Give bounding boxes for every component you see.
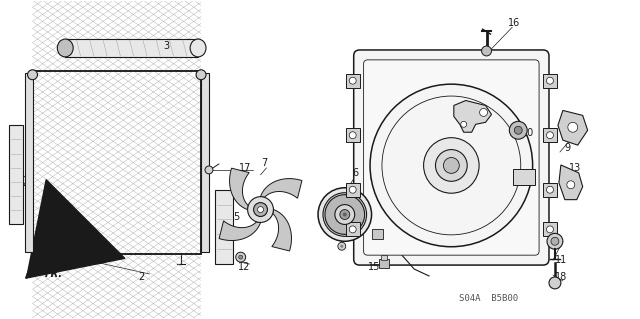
Text: S04A  B5B00: S04A B5B00 bbox=[459, 294, 518, 303]
Text: 11: 11 bbox=[555, 255, 567, 265]
Bar bbox=[346, 183, 360, 197]
Bar bbox=[346, 128, 360, 142]
Circle shape bbox=[551, 237, 559, 245]
Bar bbox=[33, 71, 201, 254]
Bar bbox=[543, 128, 557, 142]
Circle shape bbox=[349, 77, 356, 84]
Circle shape bbox=[349, 226, 356, 233]
Text: 3: 3 bbox=[163, 41, 170, 51]
Circle shape bbox=[481, 46, 492, 56]
Circle shape bbox=[444, 158, 460, 174]
Circle shape bbox=[349, 132, 356, 139]
Bar bbox=[372, 229, 383, 239]
FancyBboxPatch shape bbox=[354, 50, 549, 265]
Circle shape bbox=[196, 70, 206, 80]
Polygon shape bbox=[559, 165, 582, 200]
Bar bbox=[33, 71, 201, 254]
Text: 4: 4 bbox=[22, 180, 29, 190]
Bar bbox=[201, 73, 209, 252]
Bar bbox=[513, 169, 535, 185]
Polygon shape bbox=[454, 100, 492, 132]
Circle shape bbox=[547, 132, 554, 139]
Polygon shape bbox=[558, 110, 588, 145]
Polygon shape bbox=[230, 168, 249, 210]
FancyBboxPatch shape bbox=[364, 60, 539, 255]
Circle shape bbox=[340, 245, 343, 248]
Circle shape bbox=[547, 186, 554, 193]
Text: 13: 13 bbox=[568, 163, 581, 173]
Circle shape bbox=[343, 212, 347, 217]
Circle shape bbox=[549, 277, 561, 289]
Polygon shape bbox=[260, 179, 302, 198]
Text: 18: 18 bbox=[555, 272, 567, 282]
Circle shape bbox=[248, 197, 273, 222]
Circle shape bbox=[318, 188, 372, 241]
Circle shape bbox=[568, 122, 578, 132]
Bar bbox=[380, 259, 389, 268]
Circle shape bbox=[323, 193, 367, 236]
Text: 7: 7 bbox=[261, 158, 268, 168]
Text: FR.: FR. bbox=[44, 269, 63, 279]
Circle shape bbox=[547, 234, 563, 249]
Bar bbox=[543, 183, 557, 197]
Bar bbox=[215, 190, 233, 264]
Text: 10: 10 bbox=[522, 128, 534, 138]
Circle shape bbox=[257, 207, 264, 212]
Bar bbox=[543, 74, 557, 88]
Circle shape bbox=[382, 96, 521, 235]
Text: 1: 1 bbox=[455, 99, 461, 108]
Bar bbox=[65, 39, 198, 57]
Circle shape bbox=[370, 84, 532, 247]
Text: 15: 15 bbox=[369, 262, 381, 272]
Text: 9: 9 bbox=[564, 143, 571, 153]
Circle shape bbox=[479, 108, 488, 116]
Circle shape bbox=[435, 150, 467, 181]
Text: 17: 17 bbox=[239, 163, 251, 173]
Text: 5: 5 bbox=[234, 212, 240, 222]
Text: 2: 2 bbox=[138, 272, 145, 282]
Circle shape bbox=[335, 204, 355, 225]
Polygon shape bbox=[272, 210, 291, 251]
Circle shape bbox=[567, 181, 575, 189]
Circle shape bbox=[205, 166, 213, 174]
Circle shape bbox=[515, 126, 522, 134]
Circle shape bbox=[547, 226, 554, 233]
Circle shape bbox=[340, 210, 349, 219]
Circle shape bbox=[349, 186, 356, 193]
Circle shape bbox=[28, 70, 38, 80]
Text: 12: 12 bbox=[237, 262, 250, 272]
Circle shape bbox=[509, 121, 527, 139]
Text: 6: 6 bbox=[353, 168, 359, 178]
Circle shape bbox=[461, 121, 467, 127]
Circle shape bbox=[325, 195, 365, 234]
Text: 8: 8 bbox=[369, 173, 376, 183]
Bar bbox=[346, 74, 360, 88]
Circle shape bbox=[547, 77, 554, 84]
Ellipse shape bbox=[190, 39, 206, 57]
Polygon shape bbox=[219, 221, 260, 241]
Text: 14: 14 bbox=[319, 212, 331, 222]
Bar bbox=[543, 222, 557, 236]
Circle shape bbox=[338, 242, 346, 250]
Bar bbox=[346, 222, 360, 236]
Circle shape bbox=[236, 252, 246, 262]
Bar bbox=[9, 125, 22, 225]
Text: 16: 16 bbox=[508, 18, 520, 28]
Circle shape bbox=[239, 255, 243, 259]
Bar bbox=[381, 255, 387, 260]
Circle shape bbox=[424, 138, 479, 193]
Ellipse shape bbox=[58, 39, 73, 57]
Bar bbox=[24, 73, 33, 252]
Circle shape bbox=[253, 203, 268, 217]
